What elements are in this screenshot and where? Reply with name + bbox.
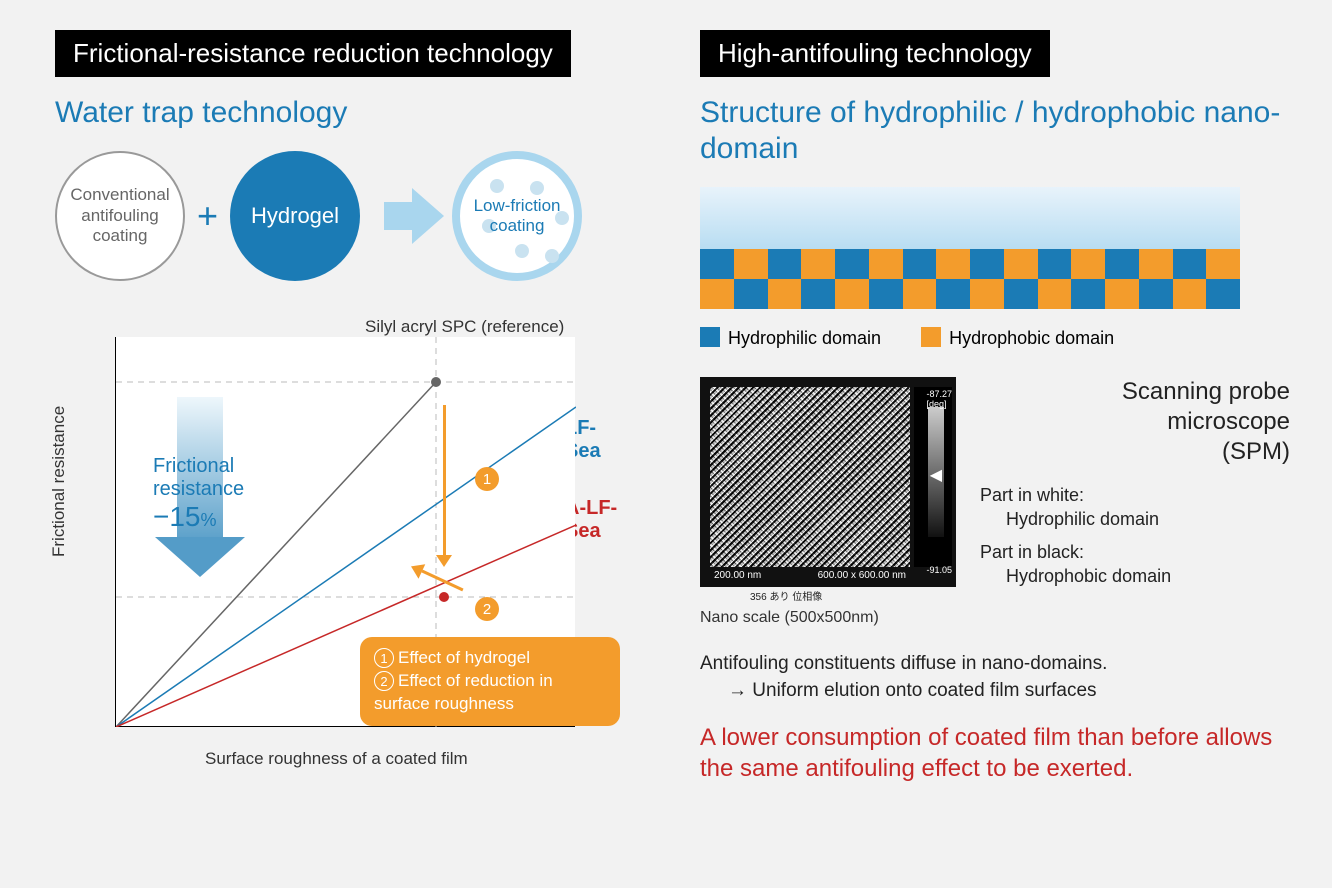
spm-side-bottom: -91.05 <box>926 565 952 575</box>
right-header: High-antifouling technology <box>700 30 1050 77</box>
legend-num-1: 1 <box>374 648 394 668</box>
spm-row: ◀ -87.27 [deg] -91.05 200.00 nm 600.00 x… <box>700 377 1290 627</box>
legend-line-1: Effect of hydrogel <box>398 648 530 667</box>
frictional-text: Frictional resistance −15% <box>153 455 244 533</box>
circle-lowfriction-label: Low-friction coating <box>474 196 561 237</box>
diffuse-text: Antifouling constituents diffuse in nano… <box>700 651 1290 704</box>
water-band <box>700 187 1240 249</box>
swatch-blue <box>700 327 720 347</box>
circle-lowfriction: Low-friction coating <box>452 151 582 281</box>
spm-peak-icon: ◀ <box>930 465 942 485</box>
left-subtitle: Water trap technology <box>55 95 645 131</box>
circles-row: Conventional antifouling coating + Hydro… <box>55 151 645 281</box>
spm-scale-right: 600.00 x 600.00 nm <box>818 570 906 581</box>
spm-title-l3: (SPM) <box>1222 438 1290 465</box>
spm-black-label: Part in black: <box>980 540 1290 564</box>
spm-side-top: -87.27 [deg] <box>926 389 952 409</box>
frictional-value: −15 <box>153 501 201 532</box>
spm-jp-text: 356 あり 位相像 <box>750 588 822 603</box>
spm-white-value: Hydrophilic domain <box>1006 507 1290 531</box>
legend-hydrophilic: Hydrophilic domain <box>700 327 881 349</box>
frictional-text-l2: resistance <box>153 478 244 501</box>
diffuse-line2: → Uniform elution onto coated film surfa… <box>728 678 1290 705</box>
chart-xlabel: Surface roughness of a coated film <box>205 749 468 769</box>
plus-sign: + <box>197 195 218 237</box>
spm-scale-left: 200.00 nm <box>714 570 761 581</box>
legend-hydrophobic: Hydrophobic domain <box>921 327 1114 349</box>
diffuse-line1: Antifouling constituents diffuse in nano… <box>700 651 1290 678</box>
right-column: High-antifouling technology Structure of… <box>700 30 1290 785</box>
spm-image-block: ◀ -87.27 [deg] -91.05 200.00 nm 600.00 x… <box>700 377 956 627</box>
frictional-unit: % <box>201 510 217 530</box>
circle-hydrogel-label: Hydrogel <box>251 203 339 229</box>
frictional-text-l1: Frictional <box>153 455 244 478</box>
spm-noise <box>710 387 910 567</box>
orange-arrow-1 <box>443 405 446 555</box>
spm-text-block: Scanning probe microscope (SPM) Part in … <box>980 377 1290 627</box>
circle-conventional-label: Conventional antifouling coating <box>70 185 169 246</box>
swatch-orange <box>921 327 941 347</box>
spm-caption: Nano scale (500x500nm) <box>700 609 956 627</box>
legend-hydrophobic-label: Hydrophobic domain <box>949 328 1114 348</box>
legend-hydrophilic-label: Hydrophilic domain <box>728 328 881 348</box>
spm-desc: Part in white: Hydrophilic domain Part i… <box>980 483 1290 588</box>
chart-wrap: Silyl acryl SPC (reference) LF-Sea A-LF-… <box>55 297 625 767</box>
spm-title-l1: Scanning probe <box>1122 378 1290 405</box>
page: Frictional-resistance reduction technolo… <box>0 0 1332 888</box>
spm-black-value: Hydrophobic domain <box>1006 564 1290 588</box>
checker-pattern <box>700 249 1240 309</box>
spm-image: ◀ -87.27 [deg] -91.05 200.00 nm 600.00 x… <box>700 377 956 587</box>
spm-white-label: Part in white: <box>980 483 1290 507</box>
domain-legend: Hydrophilic domain Hydrophobic domain <box>700 327 1290 349</box>
right-subtitle: Structure of hydrophilic / hydrophobic n… <box>700 95 1290 167</box>
marker-1: 1 <box>475 467 499 491</box>
circle-hydrogel: Hydrogel <box>230 151 360 281</box>
left-header: Frictional-resistance reduction technolo… <box>55 30 571 77</box>
spm-title: Scanning probe microscope (SPM) <box>980 377 1290 467</box>
nano-domain-diagram <box>700 187 1240 309</box>
left-column: Frictional-resistance reduction technolo… <box>55 30 645 767</box>
legend-line-2: Effect of reduction in surface roughness <box>374 671 553 713</box>
legend-num-2: 2 <box>374 671 394 691</box>
marker-2: 2 <box>475 597 499 621</box>
circle-conventional: Conventional antifouling coating <box>55 151 185 281</box>
chart-ylabel: Frictional resistance <box>49 406 69 557</box>
arrow-right-icon <box>372 188 440 244</box>
chart-ref-label: Silyl acryl SPC (reference) <box>365 317 564 337</box>
conclusion: A lower consumption of coated film than … <box>700 722 1290 784</box>
chart-legend-box: 1Effect of hydrogel 2Effect of reduction… <box>360 637 620 726</box>
spm-title-l2: microscope <box>1167 408 1290 435</box>
